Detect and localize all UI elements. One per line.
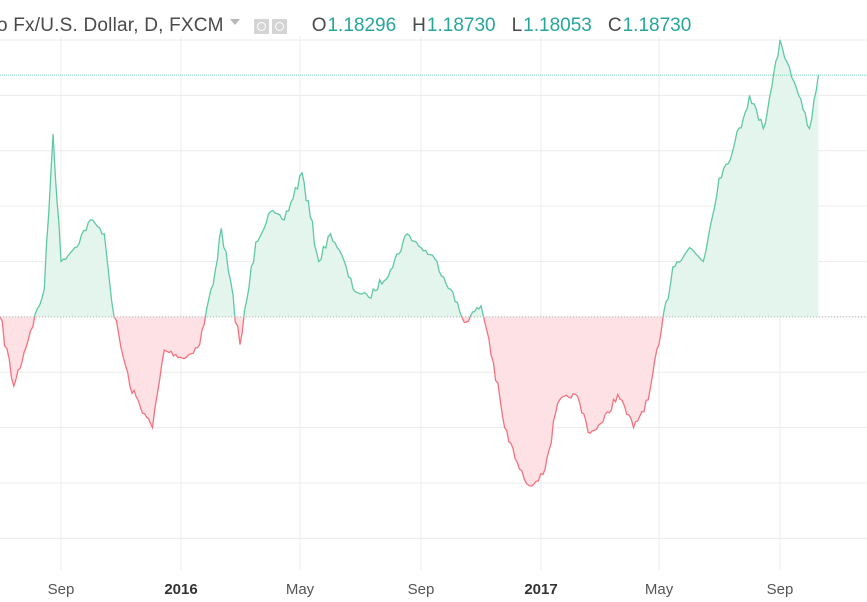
ohlc-open-value: 1.18296 xyxy=(327,15,397,36)
area-fill-above-baseline xyxy=(0,40,819,317)
x-tick-label: 2016 xyxy=(164,581,197,598)
x-tick-label: Sep xyxy=(48,581,75,598)
ohlc-close-label: C xyxy=(607,15,622,36)
ohlc-open: O1.18296 xyxy=(312,15,396,37)
x-tick-label: 2017 xyxy=(524,581,557,598)
x-tick-label: Sep xyxy=(767,581,794,598)
ohlc-readout: O1.18296 H1.18730 L1.18053 C1.18730 xyxy=(312,15,708,37)
chart-legend: o Fx/U.S. Dollar, D, FXCM O1.18296 H1.18… xyxy=(0,13,707,39)
ohlc-high-label: H xyxy=(412,15,426,36)
ohlc-low-value: 1.18053 xyxy=(523,15,592,36)
symbol-title[interactable]: o Fx/U.S. Dollar, D, FXCM xyxy=(0,15,224,36)
ohlc-low-label: L xyxy=(511,15,523,36)
area-fill-below-baseline xyxy=(0,316,664,487)
ohlc-close: C1.18730 xyxy=(608,15,691,37)
time-axis: Sep 2016 May Sep 2017 May Sep xyxy=(48,581,794,598)
ohlc-high: H1.18730 xyxy=(412,15,495,37)
reference-lines xyxy=(0,74,867,318)
baseline-areas xyxy=(0,40,819,487)
x-tick-label: Sep xyxy=(408,581,435,598)
ohlc-high-value: 1.18730 xyxy=(426,15,496,36)
x-tick-label: May xyxy=(645,581,674,598)
ohlc-open-label: O xyxy=(311,15,327,36)
price-line-above-baseline xyxy=(0,39,820,317)
ohlc-low: L1.18053 xyxy=(512,15,592,37)
x-tick-label: May xyxy=(286,581,315,598)
price-line-below-baseline xyxy=(0,316,664,487)
eye-icon[interactable] xyxy=(253,18,269,34)
gear-icon[interactable] xyxy=(271,18,287,34)
price-lines xyxy=(0,39,820,487)
chevron-down-icon[interactable] xyxy=(229,19,240,25)
ohlc-close-value: 1.18730 xyxy=(622,15,692,36)
